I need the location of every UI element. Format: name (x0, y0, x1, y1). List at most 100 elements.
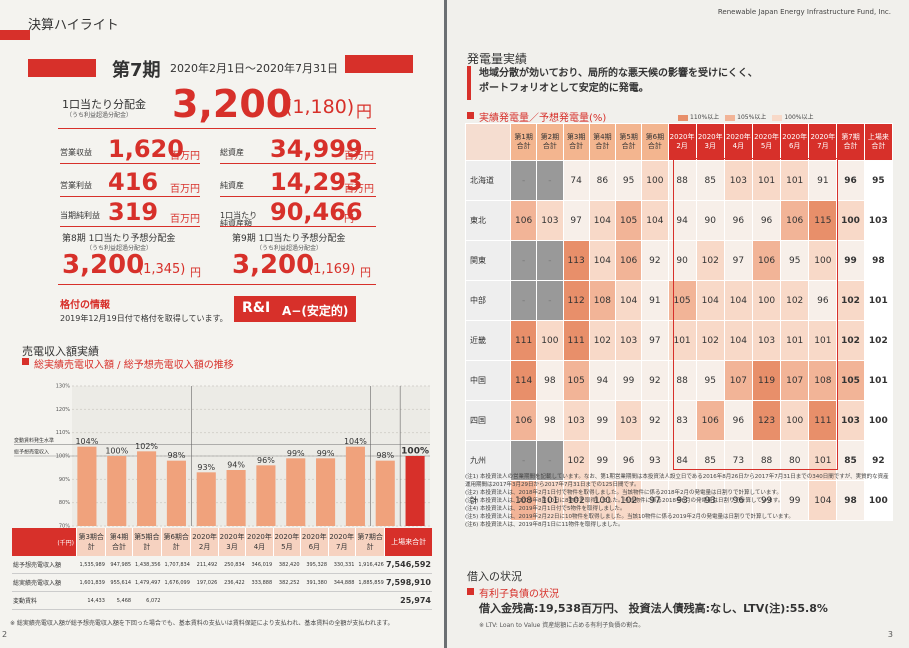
note: (注6) 本投資法人は、2019年8月1日に11物件を取得しました。 (465, 522, 624, 528)
table-title: 実績発電量／予想発電量(%) (479, 113, 607, 124)
cell: 106 (751, 240, 782, 281)
column-header: 2020年7月 (327, 528, 356, 556)
cell: 90 (695, 200, 725, 241)
page-number: 2 (2, 630, 8, 639)
highlight-line: 地域分散が効いており、局所的な悪天候の影響を受けにくく、 (479, 68, 758, 79)
cell: 92 (641, 240, 669, 281)
cell: 104 (723, 320, 753, 361)
dpu-unit: 円 (356, 102, 373, 121)
cell: 100 (863, 480, 894, 521)
cell: 1,438,356 (132, 556, 162, 574)
column-header: 第1期合計 (509, 123, 538, 161)
legend-swatch (678, 114, 688, 121)
row: 四国 106 98 103 99 103 92 83 106 96 123 100 111 103 100 (465, 400, 894, 441)
column-header: 第2期合計 (536, 123, 564, 161)
region: 四国 (465, 400, 511, 441)
bar-label: 94% (227, 461, 245, 470)
cell: 80 (780, 440, 810, 481)
cell: 102 (695, 320, 725, 361)
cell: 14,433 (76, 591, 106, 610)
bar-label: 102% (135, 442, 158, 451)
region: 東北 (465, 200, 511, 241)
corner (465, 123, 511, 161)
cell (273, 591, 301, 610)
cell: 111 (562, 320, 590, 361)
column-header: 2020年6月 (780, 123, 810, 161)
forecast-note: （うち利益超過分配金） (86, 245, 153, 252)
cell: 102 (562, 480, 590, 521)
y-tick-label: 100% (56, 454, 71, 460)
cell: 103 (723, 160, 753, 201)
metric-value: 319 (108, 198, 159, 226)
cell: 96 (723, 200, 753, 241)
header-row: (千円) 第3期合計 第4期合計 第5期合計 第6期合計 2020年2月 2020年3月 20… (12, 528, 432, 556)
highlight: 地域分散が効いており、局所的な悪天候の影響を受けにくく、 ポートフォリオとして安… (467, 66, 891, 100)
bar (286, 458, 306, 526)
month-frame (672, 158, 839, 470)
cell: 102 (836, 320, 865, 361)
page-number: 3 (887, 630, 893, 639)
cell: - (509, 240, 538, 281)
cell: 92 (641, 400, 669, 441)
cell: 100 (751, 280, 782, 321)
bar (316, 458, 336, 526)
cell: 250,834 (218, 556, 246, 574)
cell: - (536, 160, 564, 201)
bar-label: 104% (344, 437, 367, 446)
column-header: 2020年2月 (667, 123, 697, 161)
cell: - (536, 280, 564, 321)
cell: 197,026 (190, 573, 219, 592)
bar-label: 93% (197, 463, 215, 472)
cell: 344,888 (328, 573, 356, 592)
cell (190, 591, 219, 610)
cell: - (509, 280, 538, 321)
forecast-sub: (1,345) (138, 262, 186, 277)
region: 九州 (465, 440, 511, 481)
legend-label: 100%以上 (784, 114, 814, 121)
cell: 1,601,839 (76, 573, 106, 592)
note: (注1) 本投資法人の営業期間を記載しています。なお、第1期営業期間は本投資法人… (465, 474, 889, 488)
bar-chart: 70% 80% 90% 100% 110% 120% 130% 変動賃料発生水準総予想売電収入… (14, 384, 430, 528)
section-title: 発電量実績 (467, 52, 528, 66)
bar (375, 460, 395, 526)
column-header: 第6期合計 (160, 528, 191, 556)
generation-table: 第1期合計 第2期合計 第3期合計 第4期合計 第5期合計 第6期合計 2020年2月 202… (465, 123, 894, 521)
region: 北海道 (465, 160, 511, 201)
bar (107, 456, 127, 526)
cell (355, 591, 385, 610)
bar (256, 465, 276, 526)
cell: 99 (751, 480, 782, 521)
cell: 99 (588, 440, 617, 481)
cell: 211,492 (190, 556, 219, 574)
cell: - (509, 160, 538, 201)
column-header: 上場来合計 (384, 528, 432, 556)
metric-unit: 百万円 (170, 151, 200, 162)
cell: 93 (667, 480, 697, 521)
note: (注2) 本投資法人は、2018年2月1日付で物件を取得しました。当該物件に係る… (465, 490, 782, 496)
metric-unit: 百万円 (170, 184, 200, 195)
cell: 25,974 (384, 591, 432, 610)
column-header: 第7期合計 (836, 123, 865, 161)
cell: 96 (723, 480, 753, 521)
dpu-sub: (1,180) (285, 96, 355, 118)
rule (60, 163, 200, 164)
cell: 108 (808, 360, 838, 401)
reference-label: 変動賃料発生水準 (14, 437, 54, 444)
forecast-unit: 円 (360, 266, 371, 279)
metric-value: 14,293 (270, 168, 363, 196)
bar (137, 451, 157, 526)
column-header: 第4期合計 (105, 528, 133, 556)
metric-unit: 百万円 (344, 184, 374, 195)
cell: 102 (588, 320, 617, 361)
cell: 105 (614, 200, 643, 241)
legend-label: 105%以上 (737, 114, 767, 121)
section-title: 決算ハイライト (28, 18, 119, 33)
metric-label: 純資産 (220, 181, 244, 190)
cell: 97 (641, 480, 669, 521)
cell: 101 (808, 320, 838, 361)
note: (注3) 本投資法人は、2018年8月10日に8物件を取得しました。当該物件に係… (465, 498, 784, 504)
metric-label: 営業収益 (60, 148, 92, 157)
bar-label: 98% (168, 451, 186, 460)
cell: 98 (536, 400, 564, 441)
cell: 102 (863, 320, 894, 361)
